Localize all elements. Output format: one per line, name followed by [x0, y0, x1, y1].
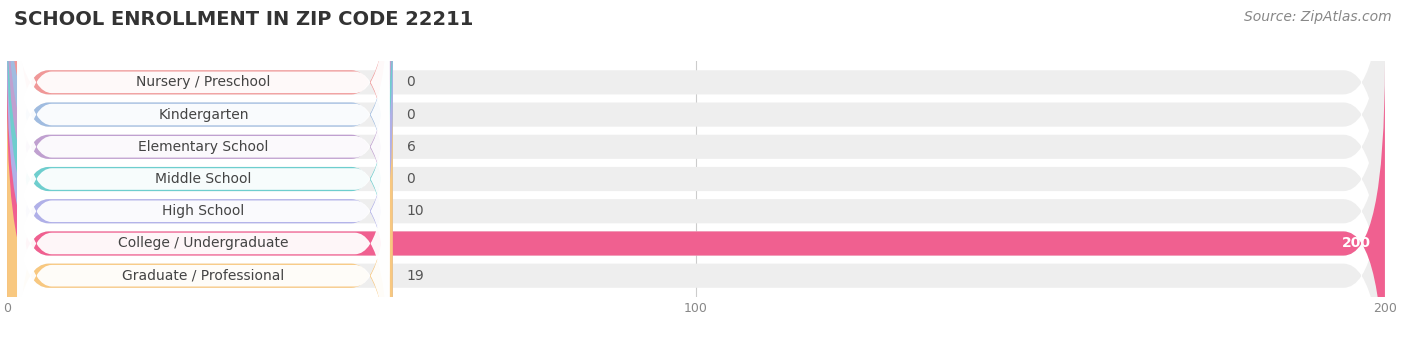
FancyBboxPatch shape	[7, 30, 392, 341]
Text: 19: 19	[406, 269, 425, 283]
FancyBboxPatch shape	[17, 0, 389, 233]
FancyBboxPatch shape	[7, 0, 1385, 328]
FancyBboxPatch shape	[7, 0, 1385, 296]
Text: Elementary School: Elementary School	[138, 140, 269, 154]
Text: Kindergarten: Kindergarten	[157, 107, 249, 121]
FancyBboxPatch shape	[7, 0, 392, 296]
Text: 0: 0	[406, 107, 415, 121]
FancyBboxPatch shape	[17, 61, 389, 341]
Text: 0: 0	[406, 75, 415, 89]
FancyBboxPatch shape	[7, 94, 1385, 341]
Text: College / Undergraduate: College / Undergraduate	[118, 237, 288, 251]
FancyBboxPatch shape	[17, 125, 389, 341]
FancyBboxPatch shape	[7, 0, 1385, 264]
FancyBboxPatch shape	[7, 0, 392, 341]
Text: Graduate / Professional: Graduate / Professional	[122, 269, 284, 283]
Text: SCHOOL ENROLLMENT IN ZIP CODE 22211: SCHOOL ENROLLMENT IN ZIP CODE 22211	[14, 10, 474, 29]
Text: Nursery / Preschool: Nursery / Preschool	[136, 75, 270, 89]
FancyBboxPatch shape	[17, 0, 389, 265]
FancyBboxPatch shape	[7, 0, 392, 264]
Text: 0: 0	[406, 172, 415, 186]
Text: 6: 6	[406, 140, 416, 154]
FancyBboxPatch shape	[7, 62, 1385, 341]
FancyBboxPatch shape	[7, 0, 392, 328]
FancyBboxPatch shape	[17, 93, 389, 341]
FancyBboxPatch shape	[17, 29, 389, 329]
Text: Middle School: Middle School	[155, 172, 252, 186]
Text: 10: 10	[406, 204, 425, 218]
FancyBboxPatch shape	[7, 62, 1385, 341]
Text: Source: ZipAtlas.com: Source: ZipAtlas.com	[1244, 10, 1392, 24]
FancyBboxPatch shape	[17, 0, 389, 297]
FancyBboxPatch shape	[7, 0, 1385, 341]
FancyBboxPatch shape	[7, 94, 392, 341]
FancyBboxPatch shape	[7, 30, 1385, 341]
Text: High School: High School	[162, 204, 245, 218]
Text: 200: 200	[1343, 237, 1371, 251]
